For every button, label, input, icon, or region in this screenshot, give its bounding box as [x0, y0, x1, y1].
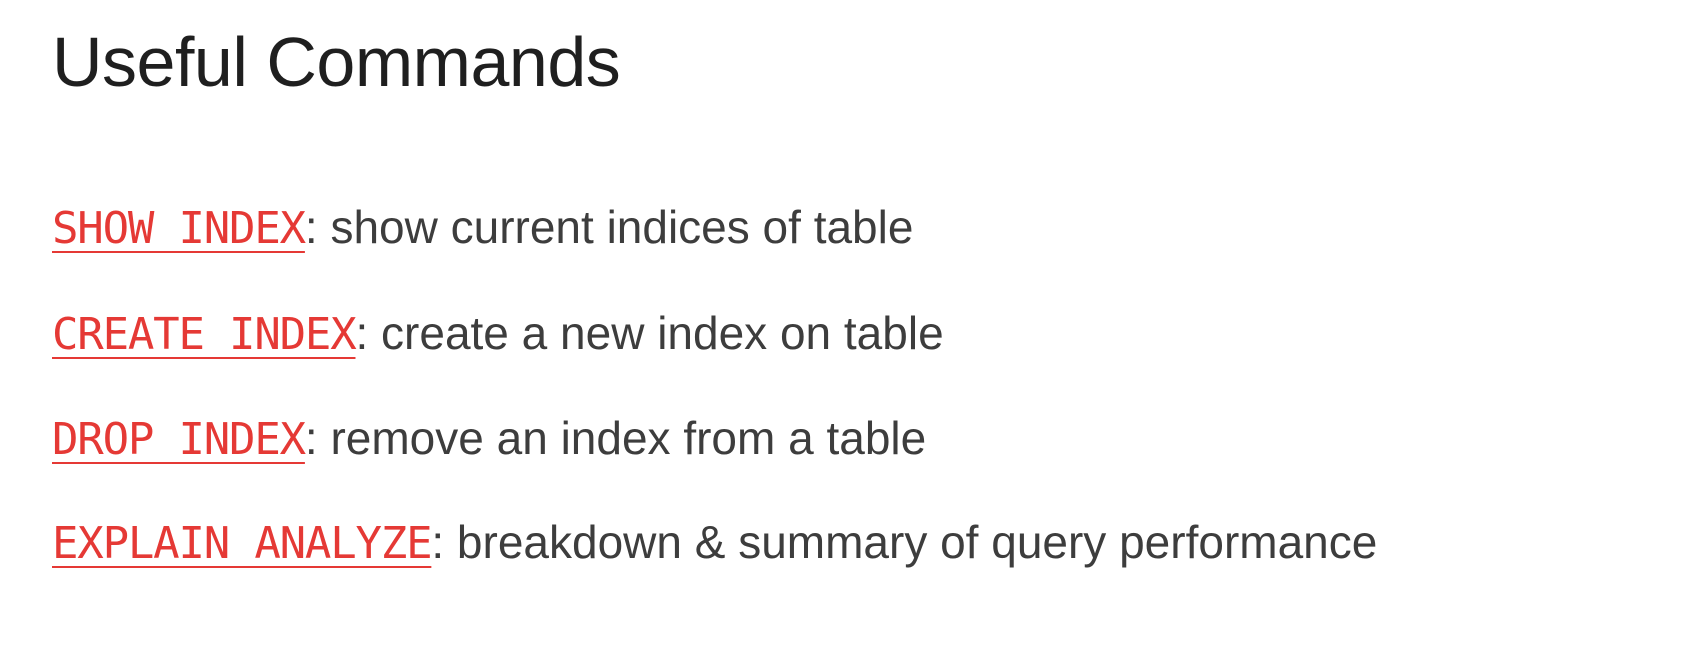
command-description: : show current indices of table	[304, 201, 914, 253]
command-item-drop-index: DROP INDEX : remove an index from a tabl…	[52, 411, 926, 465]
command-code[interactable]: DROP INDEX	[52, 414, 306, 465]
command-code[interactable]: EXPLAIN ANALYZE	[52, 518, 433, 569]
slide-title: Useful Commands	[52, 23, 621, 101]
command-item-show-index: SHOW INDEX : show current indices of tab…	[52, 200, 913, 254]
command-description: : breakdown & summary of query performan…	[431, 516, 1378, 568]
command-item-create-index: CREATE INDEX : create a new index on tab…	[52, 306, 944, 360]
command-item-explain-analyze: EXPLAIN ANALYZE : breakdown & summary of…	[52, 515, 1377, 569]
command-code[interactable]: CREATE INDEX	[52, 309, 357, 360]
command-code[interactable]: SHOW INDEX	[52, 203, 306, 254]
command-description: : create a new index on table	[355, 307, 944, 359]
command-description: : remove an index from a table	[304, 412, 927, 464]
